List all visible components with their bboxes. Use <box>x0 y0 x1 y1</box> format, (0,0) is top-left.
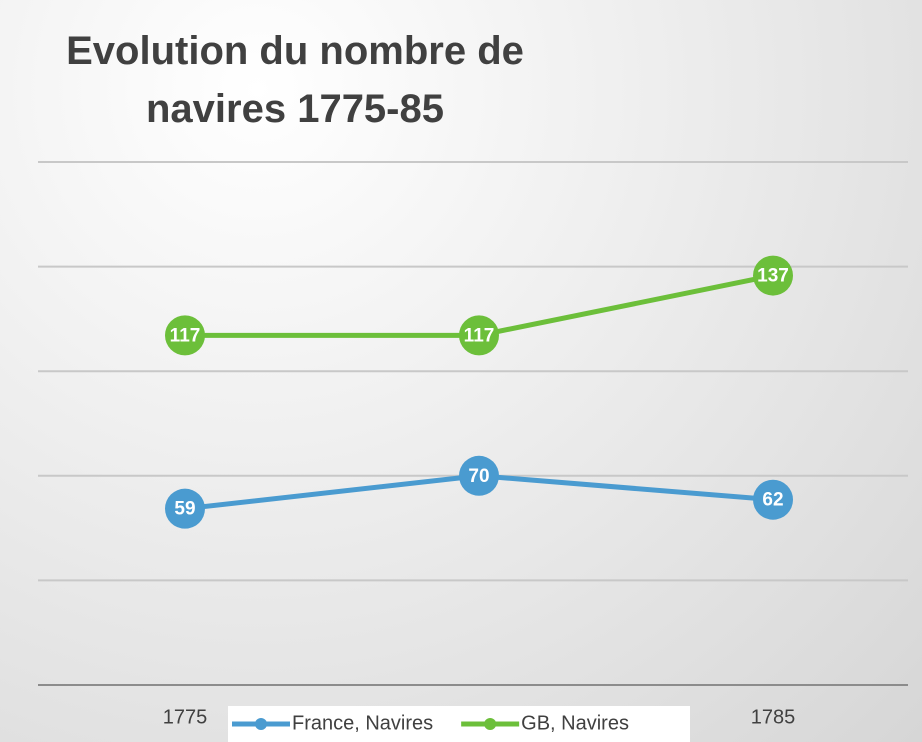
marker <box>753 255 793 296</box>
marker <box>459 315 499 356</box>
marker <box>165 315 205 356</box>
data-label: 59 <box>174 499 195 520</box>
marker <box>459 455 499 496</box>
x-tick-label: 1775 <box>163 706 208 728</box>
data-label: 137 <box>757 266 789 287</box>
data-label: 117 <box>464 325 495 346</box>
data-label: 70 <box>468 466 489 487</box>
x-tick-label: 1785 <box>751 706 796 728</box>
legend-marker <box>255 718 267 730</box>
legend-label: France, Navires <box>292 712 433 734</box>
marker <box>753 479 793 520</box>
data-label: 117 <box>170 325 201 346</box>
chart-title: Evolution du nombre de navires 1775-85 <box>66 29 524 131</box>
legend-box <box>228 706 690 742</box>
legend-label: GB, Navires <box>521 712 629 734</box>
marker <box>165 488 205 529</box>
legend-marker <box>484 718 497 730</box>
data-label: 62 <box>762 490 783 511</box>
